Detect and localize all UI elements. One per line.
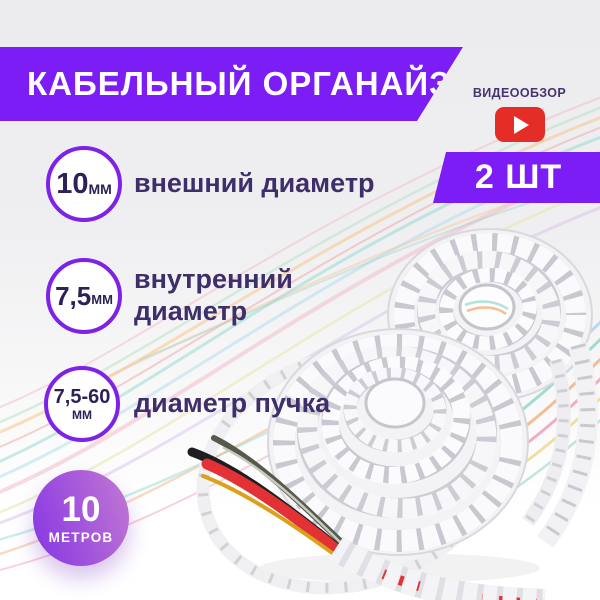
quantity-badge: 2 ШТ <box>433 152 600 203</box>
spec-unit: ММ <box>88 180 112 197</box>
spiral-roll-back <box>387 228 598 549</box>
play-triangle-icon <box>514 115 529 134</box>
quantity-text: 2 ШТ <box>474 158 563 196</box>
length-unit: МЕТРОВ <box>48 529 114 545</box>
length-value: 10 <box>61 489 101 529</box>
length-badge: 10 МЕТРОВ <box>33 470 129 566</box>
spec-value: 7,5-60 <box>53 386 111 408</box>
youtube-play-icon <box>494 107 545 142</box>
video-review-block: ВИДЕООБЗОР <box>452 86 587 142</box>
wrapped-tail <box>328 537 546 600</box>
spec-circle-inner-diameter: 7,5 ММ <box>46 258 122 334</box>
spec-label-outer-diameter: внешний диаметр <box>134 168 375 199</box>
title-banner: КАБЕЛЬНЫЙ ОРГАНАЙЗЕР <box>0 47 463 121</box>
page-title: КАБЕЛЬНЫЙ ОРГАНАЙЗЕР <box>27 65 497 102</box>
video-review-label: ВИДЕООБЗОР <box>472 86 567 100</box>
spec-value: 7,5 <box>55 280 92 311</box>
spec-value: 10 <box>56 167 89 200</box>
spec-circle-outer-diameter: 10 ММ <box>46 146 122 222</box>
spec-circle-bundle-diameter: 7,5-60 ММ <box>44 366 120 442</box>
spec-label-inner-diameter: внутренний диаметр <box>134 264 293 326</box>
spec-unit: ММ <box>91 292 113 307</box>
spec-unit: ММ <box>72 408 92 422</box>
spiral-roll-front <box>267 328 529 556</box>
spec-label-bundle-diameter: диаметр пучка <box>134 388 331 419</box>
